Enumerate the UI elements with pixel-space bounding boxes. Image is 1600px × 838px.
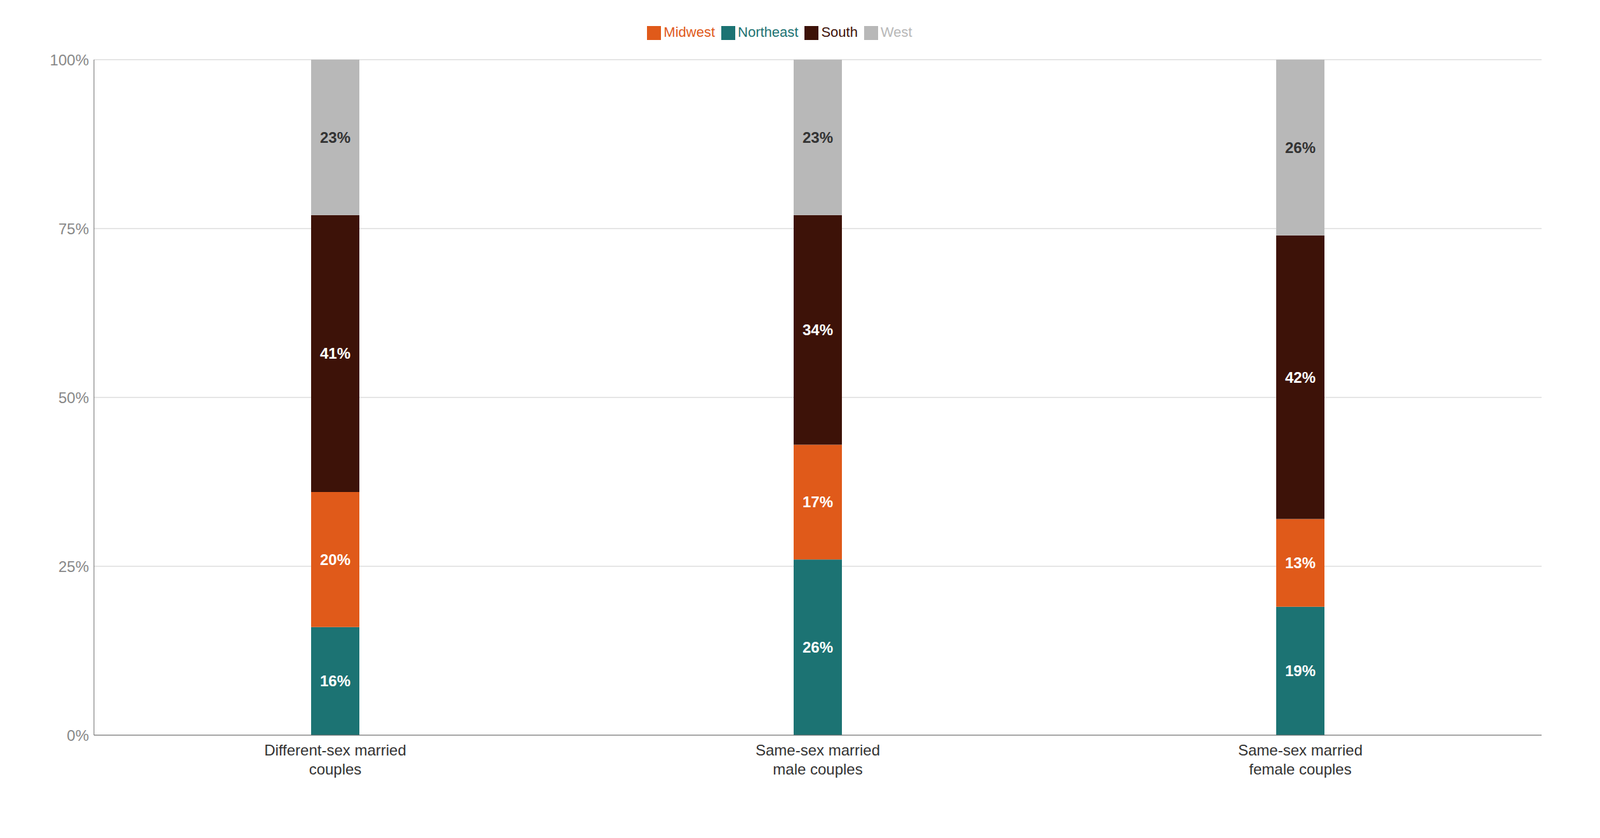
svg-text:75%: 75% xyxy=(58,220,89,238)
svg-text:42%: 42% xyxy=(1285,368,1316,387)
svg-text:20%: 20% xyxy=(320,551,351,569)
html-text:Midwest: Midwest xyxy=(663,24,715,40)
svg-text:23%: 23% xyxy=(802,128,834,147)
svg-text:0%: 0% xyxy=(66,726,89,745)
svg-text:100%: 100% xyxy=(50,51,89,69)
svg-text:34%: 34% xyxy=(802,321,834,339)
svg-text:Same-sex marriedmale couples: Same-sex marriedmale couples xyxy=(755,741,880,778)
html-text:South: South xyxy=(821,24,858,40)
svg-text:25%: 25% xyxy=(58,558,89,576)
svg-text:19%: 19% xyxy=(1285,662,1316,680)
svg-text:50%: 50% xyxy=(58,389,89,407)
svg-text:23%: 23% xyxy=(320,128,351,147)
html-text:Northeast: Northeast xyxy=(737,24,799,40)
svg-text:13%: 13% xyxy=(1285,554,1316,572)
svg-text:16%: 16% xyxy=(320,672,351,690)
svg-text:17%: 17% xyxy=(802,493,834,511)
svg-text:41%: 41% xyxy=(320,344,351,362)
svg-text:Same-sex marriedfemale couples: Same-sex marriedfemale couples xyxy=(1238,741,1363,778)
html-text:West: West xyxy=(880,24,913,40)
svg-text:26%: 26% xyxy=(1285,139,1316,157)
svg-text:26%: 26% xyxy=(802,638,834,656)
svg-text:Different-sex marriedcouples: Different-sex marriedcouples xyxy=(264,741,407,778)
